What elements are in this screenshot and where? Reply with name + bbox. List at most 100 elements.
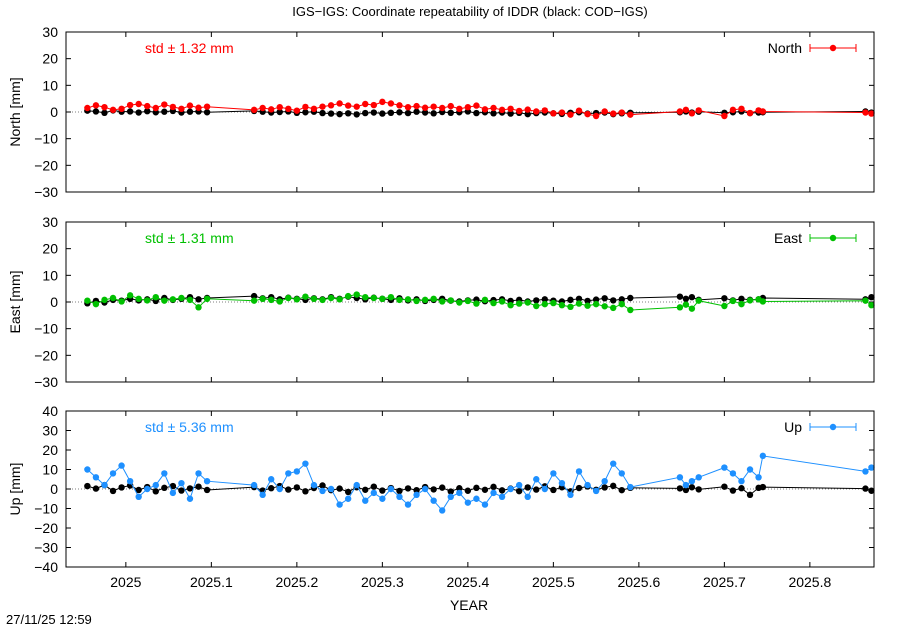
- data-point: [464, 499, 472, 506]
- data-point: [421, 104, 429, 111]
- data-point: [676, 293, 684, 300]
- data-point: [721, 464, 728, 471]
- data-point: [567, 296, 574, 304]
- y-tick-label: 30: [42, 423, 58, 439]
- data-point: [439, 484, 446, 491]
- data-point: [515, 487, 523, 495]
- data-point: [144, 108, 151, 115]
- data-point: [618, 296, 625, 303]
- y-tick-label: 20: [42, 442, 58, 458]
- y-tick-label: −20: [34, 157, 58, 173]
- data-point: [135, 493, 142, 500]
- y-tick-label: 10: [42, 267, 58, 283]
- data-point: [293, 484, 301, 491]
- data-point: [152, 294, 159, 301]
- plot-frame-east: [65, 221, 875, 383]
- data-point: [109, 106, 117, 114]
- data-point: [688, 478, 696, 485]
- data-point: [550, 299, 557, 307]
- data-point: [447, 297, 454, 304]
- data-point: [456, 105, 463, 113]
- data-point: [118, 298, 125, 305]
- data-point: [169, 482, 177, 490]
- data-point: [413, 491, 420, 499]
- data-point: [610, 110, 617, 117]
- data-point: [868, 487, 875, 494]
- data-point: [550, 486, 557, 494]
- x-tick-label: 2025.3: [361, 574, 404, 590]
- data-point: [601, 108, 608, 115]
- data-point: [601, 484, 608, 491]
- y-tick-label: −10: [34, 321, 58, 337]
- data-point: [285, 294, 292, 302]
- data-point: [319, 103, 326, 110]
- data-point: [601, 478, 608, 485]
- data-point: [319, 109, 326, 117]
- data-point: [688, 484, 696, 491]
- x-tick-label: 2025.2: [275, 574, 318, 590]
- legend-marker: [829, 234, 837, 242]
- data-point: [575, 300, 583, 307]
- y-tick-label: −30: [34, 184, 58, 200]
- data-point: [439, 298, 446, 305]
- data-point: [135, 100, 142, 108]
- data-point: [618, 470, 625, 477]
- data-point: [695, 474, 702, 481]
- data-point: [259, 104, 266, 112]
- data-point: [379, 495, 386, 502]
- data-point: [370, 483, 378, 490]
- data-point: [396, 109, 403, 116]
- data-point: [344, 488, 352, 496]
- data-point: [118, 462, 125, 469]
- data-point: [676, 474, 684, 481]
- data-point: [862, 109, 869, 116]
- data-point: [759, 483, 767, 491]
- data-point: [541, 296, 549, 303]
- data-point: [250, 106, 258, 114]
- data-point: [319, 482, 326, 489]
- data-point: [84, 482, 91, 490]
- data-point: [396, 102, 403, 109]
- data-point: [524, 493, 531, 500]
- data-point: [344, 495, 352, 502]
- data-point: [126, 478, 134, 485]
- data-point: [421, 485, 429, 493]
- data-point: [627, 294, 634, 302]
- data-point: [344, 102, 352, 109]
- data-point: [92, 474, 100, 481]
- data-point: [738, 478, 745, 485]
- data-point: [490, 489, 497, 497]
- data-point: [721, 112, 728, 120]
- data-point: [161, 470, 168, 477]
- y-tick-label: −30: [34, 540, 58, 556]
- data-point: [868, 302, 875, 309]
- y-tick-label: −20: [34, 347, 58, 363]
- data-point: [759, 452, 767, 460]
- x-tick-label: 2025.7: [703, 574, 746, 590]
- data-point: [515, 481, 523, 489]
- data-point: [285, 105, 292, 113]
- data-point: [135, 109, 142, 116]
- data-point: [610, 460, 617, 467]
- timestamp: 27/11/25 12:59: [6, 612, 92, 627]
- data-point: [498, 106, 506, 114]
- data-point: [430, 486, 437, 493]
- data-point: [327, 485, 335, 493]
- data-point: [379, 98, 386, 106]
- data-point: [135, 295, 142, 302]
- data-point: [186, 485, 194, 492]
- data-point: [430, 103, 437, 110]
- data-point: [558, 479, 566, 487]
- data-point: [584, 302, 591, 309]
- data-point: [276, 485, 283, 493]
- data-point: [152, 104, 159, 112]
- y-tick-label: 0: [50, 294, 58, 310]
- data-point: [362, 497, 369, 504]
- data-point: [310, 295, 318, 302]
- data-point: [379, 295, 386, 302]
- data-point: [353, 481, 360, 489]
- data-point: [524, 299, 531, 306]
- data-point: [362, 486, 369, 493]
- data-point: [515, 107, 523, 115]
- data-point: [186, 495, 194, 502]
